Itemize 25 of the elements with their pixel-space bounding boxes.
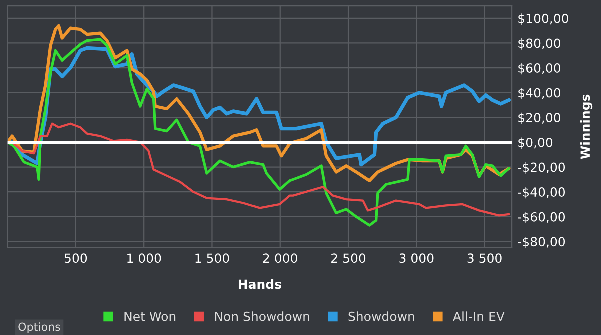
y-tick-label: $100,00	[518, 14, 568, 26]
x-tick-label: 2 000	[263, 254, 298, 264]
y-tick-label: -$60,00	[518, 212, 566, 224]
y-tick-label: -$20,00	[518, 162, 566, 174]
legend-label: All-In EV	[453, 312, 505, 322]
x-tick-label: 500	[64, 254, 88, 264]
legend-label: Non Showdown	[215, 312, 310, 322]
y-tick-label: $60,00	[518, 63, 561, 75]
y-axis-title: Winnings	[580, 94, 593, 160]
y-tick-label: -$80,00	[518, 236, 566, 248]
y-tick-label: $0,00	[518, 138, 553, 150]
x-tick-label: 1 500	[196, 254, 230, 264]
legend-label: Showdown	[348, 312, 414, 322]
line-series	[8, 38, 511, 227]
text: Options	[18, 322, 60, 334]
y-tick-label: $40,00	[518, 88, 561, 100]
x-tick-label: 3 500	[468, 254, 502, 264]
x-tick-label: 1 000	[128, 254, 162, 264]
y-tick-label: -$40,00	[518, 187, 566, 199]
legend-label: Net Won	[124, 312, 176, 322]
x-tick-label: 3 000	[400, 254, 434, 264]
x-tick-label: 2 500	[332, 254, 366, 264]
y-tick-label: $80,00	[518, 38, 561, 50]
y-tick-label: $20,00	[518, 112, 561, 124]
x-axis-title: Hands	[238, 279, 282, 290]
